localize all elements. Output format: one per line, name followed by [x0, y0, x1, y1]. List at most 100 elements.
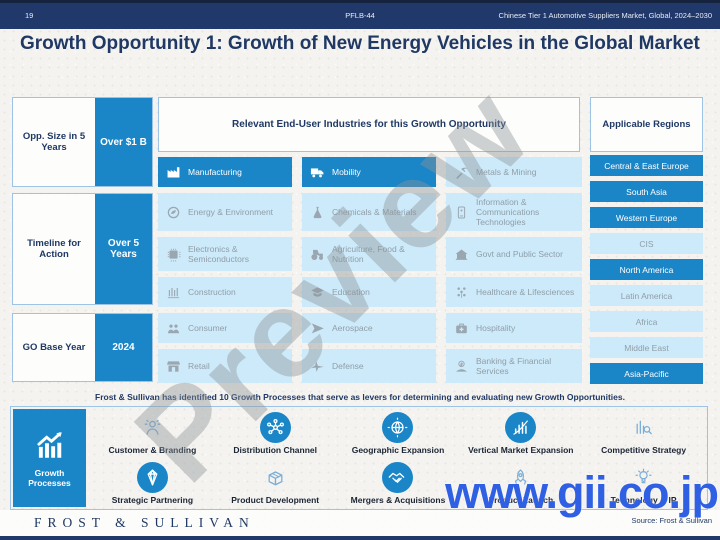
growth-processes-box: Growth Processes Customer & Branding Dis…	[10, 406, 708, 510]
process-item: Geographic Expansion	[337, 407, 460, 457]
industry-label: Electronics & Semiconductors	[188, 243, 249, 264]
industry-cell: Chemicals & Materials	[302, 193, 436, 231]
bulb-gear-icon	[628, 462, 659, 493]
process-label: Product Development	[231, 495, 320, 505]
industry-cell: Manufacturing	[158, 157, 292, 187]
industry-cell: Agriculture, Food & Nutrition	[302, 237, 436, 271]
industry-cell: Healthcare & Lifesciences	[446, 277, 582, 307]
stat-label: GO Base Year	[22, 342, 86, 353]
industry-label: Manufacturing	[188, 166, 242, 177]
process-label: Technology & IP	[610, 495, 677, 505]
industry-label: Defense	[332, 360, 364, 371]
industry-cell: Information & Communications Technologie…	[446, 193, 582, 231]
construction-frame-icon	[158, 285, 188, 300]
process-item: Product Development	[214, 457, 337, 507]
industry-label: Construction	[188, 286, 236, 297]
hand-coins-icon	[446, 359, 476, 374]
gii-watermark[interactable]: www.gii.co.jp	[445, 467, 719, 518]
region-pill: North America	[590, 259, 703, 280]
chart-magnifier-icon	[628, 412, 659, 443]
people-network-icon	[446, 285, 476, 300]
industry-cell: Energy & Environment	[158, 193, 292, 231]
process-label: Customer & Branding	[108, 445, 197, 455]
process-item: Competitive Strategy	[582, 407, 705, 457]
industries-grid: Manufacturing Mobility Metals & Mining E…	[158, 157, 582, 383]
process-label: Mergers & Acquisitions	[350, 495, 446, 505]
frost-sullivan-logo: FROST & SULLIVAN	[34, 515, 255, 530]
factory-icon	[158, 165, 188, 180]
industry-label: Banking & Financial Services	[476, 355, 552, 376]
government-building-icon	[446, 247, 476, 262]
industry-cell: Construction	[158, 277, 292, 307]
region-pill: CIS	[590, 233, 703, 254]
industry-label: Govt and Public Sector	[476, 248, 563, 259]
stat-value: Over $1 B	[95, 98, 152, 186]
distribution-network-icon	[259, 412, 291, 443]
process-item: Product Launch	[459, 457, 582, 507]
region-pill: South Asia	[590, 181, 703, 202]
source-note: Source: Frost & Sullivan	[631, 516, 712, 525]
first-aid-case-icon	[446, 321, 476, 336]
industry-label: Healthcare & Lifesciences	[476, 286, 575, 297]
top-bar: 19 PFLB-44 Chinese Tier 1 Automotive Sup…	[0, 0, 720, 29]
industries-header: Relevant End-User Industries for this Gr…	[158, 97, 580, 152]
growth-processes-intro: Frost & Sullivan has identified 10 Growt…	[95, 392, 625, 402]
chart-arrow-icon	[32, 428, 68, 464]
industry-label: Energy & Environment	[188, 206, 274, 217]
stat-label: Opp. Size in 5 Years	[22, 131, 86, 153]
paper-plane-icon	[302, 321, 332, 336]
region-pill: Middle East	[590, 337, 703, 358]
process-item: Strategic Partnering	[91, 457, 214, 507]
report-title: Chinese Tier 1 Automotive Suppliers Mark…	[498, 11, 712, 20]
industry-cell: Consumer	[158, 313, 292, 343]
tractor-icon	[302, 247, 332, 262]
process-label: Competitive Strategy	[601, 445, 687, 455]
stat-value: 2024	[95, 314, 152, 381]
partnering-ribbon-icon	[136, 462, 168, 493]
industry-cell: Aerospace	[302, 313, 436, 343]
region-pill: Latin America	[590, 285, 703, 306]
industry-cell: Electronics & Semiconductors	[158, 237, 292, 271]
industry-cell: Metals & Mining	[446, 157, 582, 187]
process-item: Mergers & Acquisitions	[337, 457, 460, 507]
process-label: Geographic Expansion	[351, 445, 445, 455]
industry-label: Hospitality	[476, 322, 516, 333]
industry-label: Retail	[188, 360, 210, 371]
stat-opp-size: Opp. Size in 5 Years Over $1 B	[12, 97, 153, 187]
industry-cell: Education	[302, 277, 436, 307]
doc-code: PFLB-44	[345, 11, 375, 20]
region-pill: Central & East Europe	[590, 155, 703, 176]
industry-label: Mobility	[332, 166, 361, 177]
industry-label: Aerospace	[332, 322, 373, 333]
rocket-icon	[505, 462, 536, 493]
process-item: Technology & IP	[582, 457, 705, 507]
industry-cell: Govt and Public Sector	[446, 237, 582, 271]
pickaxe-icon	[446, 165, 476, 180]
page-title: Growth Opportunity 1: Growth of New Ener…	[20, 33, 700, 54]
industry-cell: Defense	[302, 349, 436, 383]
consumers-icon	[158, 321, 188, 336]
industry-cell: Retail	[158, 349, 292, 383]
footer-strip	[0, 510, 720, 536]
stat-value: Over 5 Years	[95, 194, 152, 304]
industry-cell: Banking & Financial Services	[446, 349, 582, 383]
industry-label: Agriculture, Food & Nutrition	[332, 243, 405, 264]
circuit-chip-icon	[158, 247, 188, 262]
regions-header: Applicable Regions	[590, 97, 703, 152]
process-label: Vertical Market Expansion	[468, 445, 574, 455]
graduation-cap-icon	[302, 285, 332, 300]
industry-label: Information & Communications Technologie…	[476, 196, 540, 227]
stat-base-year: GO Base Year 2024	[12, 313, 153, 382]
region-pill: Western Europe	[590, 207, 703, 228]
handshake-icon	[382, 462, 414, 493]
growth-processes-tile: Growth Processes	[13, 409, 86, 507]
industry-label: Metals & Mining	[476, 166, 537, 177]
region-pill: Asia-Pacific	[590, 363, 703, 384]
truck-icon	[302, 165, 332, 180]
flask-icon	[302, 205, 332, 220]
process-items: Customer & Branding Distribution Channel…	[91, 407, 705, 507]
bottom-border	[0, 536, 720, 540]
industry-label: Education	[332, 286, 370, 297]
growth-bars-icon	[505, 412, 537, 443]
